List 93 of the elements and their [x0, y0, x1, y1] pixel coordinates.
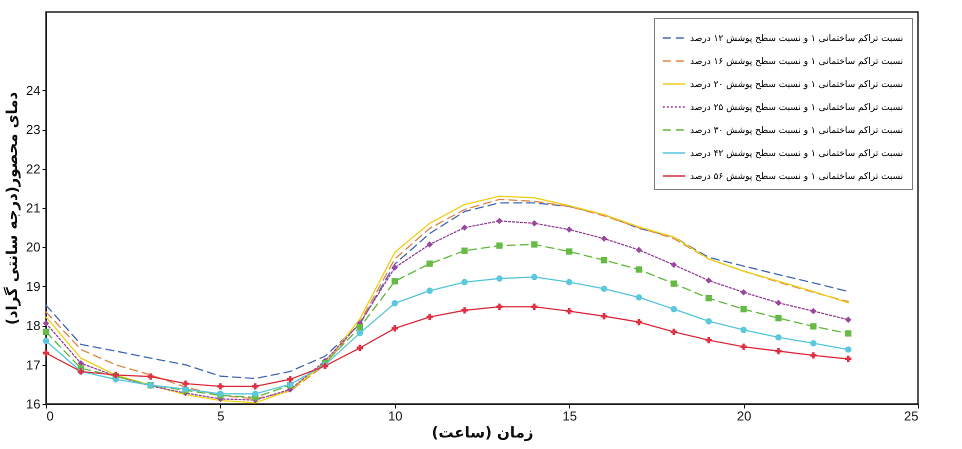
point	[252, 383, 258, 390]
point	[845, 356, 852, 362]
point	[287, 376, 294, 382]
point	[356, 330, 364, 336]
y-tick-label: 16	[26, 396, 40, 412]
point	[531, 220, 538, 226]
point	[392, 325, 398, 332]
y-tick-label: 19	[26, 278, 40, 294]
point	[392, 300, 398, 306]
point	[392, 264, 398, 271]
point	[636, 246, 642, 254]
point	[217, 383, 224, 390]
point	[670, 280, 678, 287]
point	[496, 242, 503, 249]
legend-label: نسبت تراکم ساختمانی ۱ و نسبت سطح پوشش ۵۶ درصد	[690, 172, 904, 182]
y-tick-label: 18	[26, 318, 40, 334]
point	[426, 288, 433, 294]
y-tick-label: 21	[26, 200, 40, 216]
point	[740, 306, 747, 312]
point	[531, 274, 538, 280]
point	[810, 352, 817, 359]
point	[566, 226, 572, 233]
point	[426, 260, 433, 267]
point	[531, 241, 538, 248]
point	[636, 266, 642, 273]
point	[252, 390, 258, 397]
x-tick-label: 0	[46, 408, 54, 424]
point	[600, 286, 608, 292]
point	[740, 344, 747, 350]
point	[42, 328, 50, 336]
x-tick-label: 15	[562, 408, 577, 424]
point	[566, 248, 572, 255]
x-tick-label: 20	[736, 408, 752, 424]
y-tick-label: 23	[26, 122, 40, 138]
point	[496, 275, 503, 282]
point	[147, 373, 154, 380]
point	[706, 336, 712, 344]
point	[810, 323, 817, 330]
point	[600, 256, 608, 264]
point	[426, 241, 433, 248]
legend-label: نسبت تراکم ساختمانی ۱ و نسبت سطح پوشش ۳۰ درصد	[690, 126, 904, 136]
point	[461, 307, 468, 314]
point	[775, 334, 782, 341]
y-tick-label: 20	[26, 240, 40, 255]
legend-label: نسبت تراکم ساختمانی ۱ و نسبت سطح پوشش ۱۲ درصد	[690, 34, 904, 44]
point	[740, 326, 747, 334]
legend-label: نسبت تراکم ساختمانی ۱ و نسبت سطح پوشش ۴۲ درصد	[690, 149, 904, 159]
point	[845, 330, 852, 337]
point	[461, 248, 468, 254]
point	[670, 306, 677, 312]
legend-label: نسبت تراکم ساختمانی ۱ و نسبت سطح پوشش ۱۶ درصد	[690, 57, 904, 67]
x-tick-label: 10	[388, 408, 403, 424]
point	[461, 278, 468, 286]
point	[356, 324, 364, 330]
point	[566, 308, 572, 314]
y-tick-label: 22	[26, 161, 40, 176]
point	[636, 294, 642, 301]
y-axis-title: دمای محصور(درجه سانتی گراد)	[3, 92, 22, 326]
point	[426, 314, 433, 320]
point	[496, 218, 503, 224]
y-tick-label: 17	[26, 357, 40, 372]
point	[775, 348, 782, 354]
point	[706, 318, 712, 324]
point	[600, 235, 608, 242]
point	[775, 314, 782, 322]
x-axis-title: زمان (ساعت)	[432, 424, 534, 442]
legend-label: نسبت تراکم ساختمانی ۱ و نسبت سطح پوشش ۲۰ درصد	[690, 80, 904, 90]
point	[845, 346, 852, 353]
point	[182, 380, 189, 387]
point	[392, 278, 398, 284]
point	[42, 320, 50, 326]
point	[810, 308, 817, 314]
point	[636, 318, 642, 326]
x-tick-label: 5	[217, 408, 225, 424]
point	[531, 304, 538, 310]
point	[356, 344, 364, 352]
point	[496, 304, 503, 310]
point	[740, 289, 747, 296]
point	[845, 316, 852, 323]
point	[42, 350, 50, 356]
x-tick-label: 25	[904, 408, 918, 424]
point	[42, 338, 50, 344]
point	[670, 328, 677, 336]
point	[670, 262, 677, 268]
y-tick-label: 24	[26, 82, 40, 98]
point	[775, 300, 782, 306]
point	[461, 224, 468, 231]
point	[706, 277, 712, 284]
point	[600, 313, 608, 320]
point	[566, 278, 572, 286]
point	[706, 295, 712, 302]
legend-label: نسبت تراکم ساختمانی ۱ و نسبت سطح پوشش ۲۵ درصد	[690, 103, 904, 113]
point	[810, 340, 817, 346]
